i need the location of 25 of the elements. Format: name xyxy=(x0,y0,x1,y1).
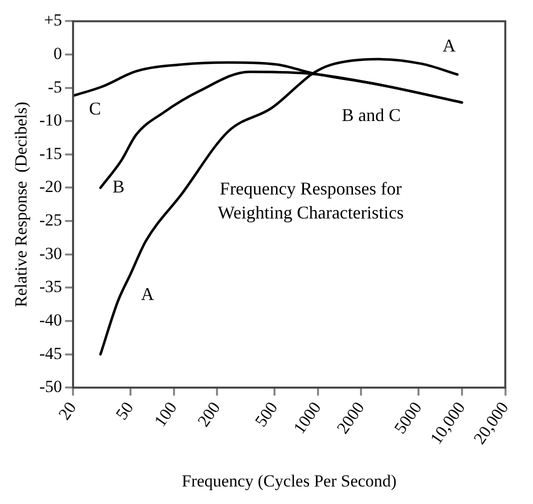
y-tick-label: -25 xyxy=(39,210,62,230)
x-tick-label: 200 xyxy=(194,398,224,430)
y-tick-label: -45 xyxy=(39,344,62,363)
y-tick-label: -15 xyxy=(39,144,62,163)
x-tick-label: 500 xyxy=(251,398,282,430)
x-axis-title: Frequency (Cycles Per Second) xyxy=(182,471,397,490)
x-tick-label: 100 xyxy=(150,398,181,430)
annotation: A xyxy=(442,36,456,56)
y-tick-label: +5 xyxy=(44,10,62,30)
series-label: C xyxy=(89,98,102,119)
y-tick-label: -5 xyxy=(48,77,62,96)
x-tick-label: 20 xyxy=(54,398,80,424)
y-tick-label: -35 xyxy=(39,277,62,296)
series-label: A xyxy=(140,284,154,304)
y-tick-label: -50 xyxy=(39,377,62,396)
annotation: Frequency Responses for Weighting Characteristics xyxy=(218,178,404,222)
y-tick-label: -30 xyxy=(39,244,62,263)
y-tick-label: -40 xyxy=(39,310,62,330)
y-tick-label: -20 xyxy=(39,177,62,196)
annotation: B and C xyxy=(342,105,401,126)
x-tick-label: 50 xyxy=(112,398,138,424)
series-label: B xyxy=(112,176,124,196)
y-tick-label: 0 xyxy=(54,44,62,63)
y-tick-label: -10 xyxy=(39,110,62,130)
y-axis-title: Relative Response (Decibels) xyxy=(12,102,31,308)
